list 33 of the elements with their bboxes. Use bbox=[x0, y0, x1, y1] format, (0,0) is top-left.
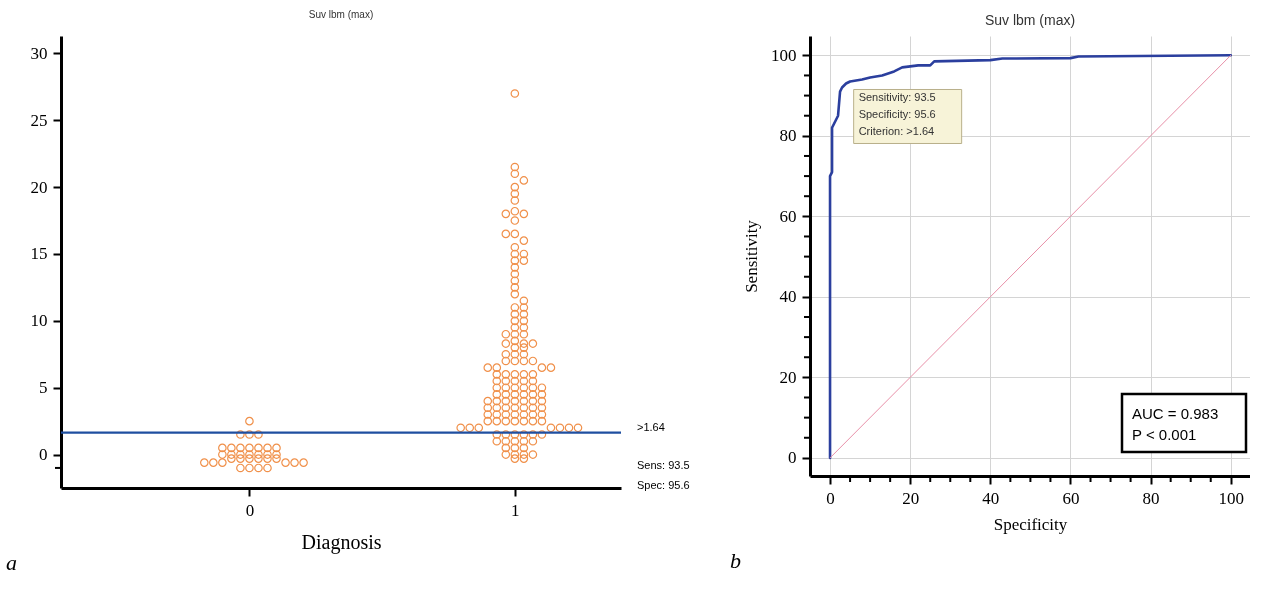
annotation: AUC = 0.983 P < 0.001 bbox=[1132, 405, 1219, 443]
y-tick-label: 15 bbox=[30, 244, 48, 264]
x-tick-label: 60 bbox=[1062, 488, 1080, 508]
x-tick-label: 1 bbox=[511, 500, 520, 520]
x-tick-label: 100 bbox=[1218, 488, 1245, 508]
y-tick-label: 0 bbox=[39, 445, 48, 465]
text: Spec: 95.6 bbox=[637, 479, 690, 491]
y-tick-label: 60 bbox=[779, 206, 797, 226]
y-tick-label: 10 bbox=[30, 311, 48, 331]
ref-line-label: >1.64 bbox=[637, 420, 665, 433]
y-tick-label: 20 bbox=[30, 177, 48, 197]
y-tick-label: 20 bbox=[779, 367, 797, 387]
x-axis-title: Diagnosis bbox=[301, 530, 382, 554]
text: b bbox=[730, 548, 741, 573]
text: a bbox=[6, 550, 17, 575]
y-axis-title: Sensitivity bbox=[742, 219, 761, 293]
y-tick-label: 80 bbox=[779, 126, 797, 146]
y-tick-label: 25 bbox=[30, 110, 48, 130]
x-tick-label: 20 bbox=[902, 488, 920, 508]
x-tick-label: 0 bbox=[826, 488, 835, 508]
x-tick-label: 80 bbox=[1142, 488, 1160, 508]
y-tick-label: 100 bbox=[771, 45, 797, 65]
y-tick-label: 0 bbox=[788, 448, 797, 468]
text: Sens: 93.5 bbox=[637, 459, 690, 471]
x-axis-title: Specificity bbox=[993, 514, 1068, 534]
x-tick-label: 40 bbox=[982, 488, 1000, 508]
y-tick-label: 5 bbox=[39, 378, 48, 398]
annotation: Sensitivity: 93.5 Specificity: 95.6 Criterion: >1.64 bbox=[858, 91, 936, 138]
chart-title: Suv lbm (max) bbox=[984, 12, 1076, 28]
y-tick-label: 30 bbox=[30, 43, 48, 63]
chart-title: Suv lbm (max) bbox=[308, 9, 374, 20]
y-tick-label: 40 bbox=[779, 287, 797, 307]
x-tick-label: 0 bbox=[245, 500, 255, 520]
